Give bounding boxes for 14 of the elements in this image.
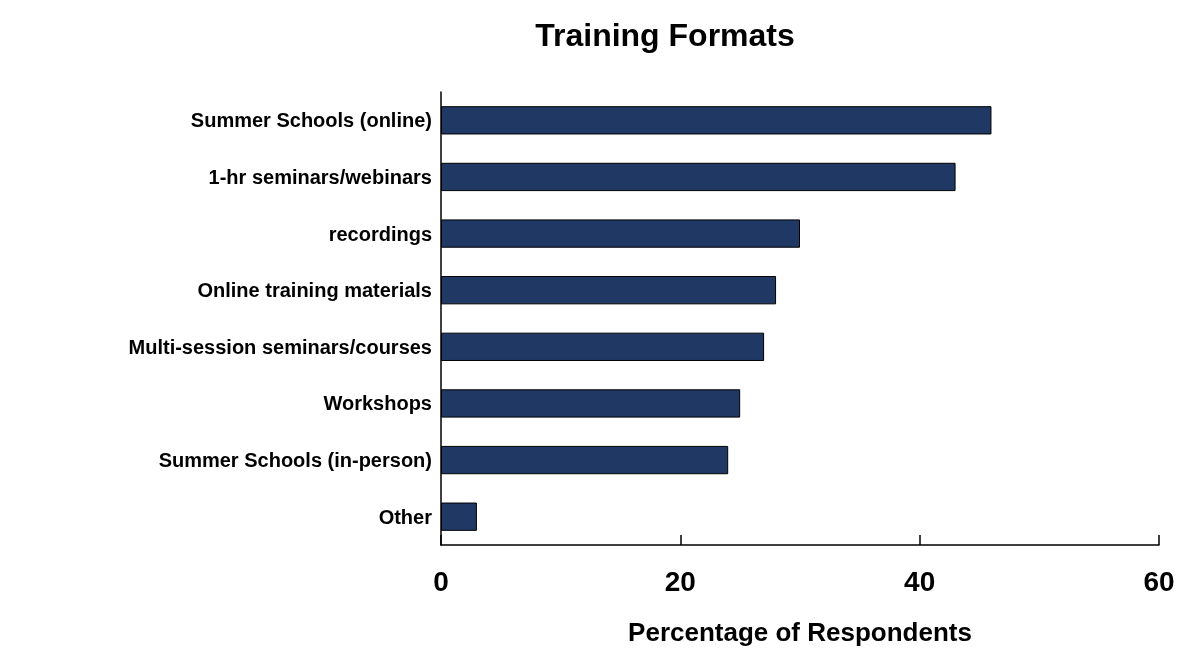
y-tick-label: Summer Schools (in-person) (158, 449, 432, 472)
y-tick-label: Online training materials (197, 279, 432, 302)
x-tick-label: 40 (904, 565, 936, 597)
chart-title: Training Formats (535, 17, 795, 53)
y-tick-label: Workshops (323, 392, 432, 415)
x-tick-label: 60 (1143, 565, 1175, 597)
y-tick-label: 1-hr seminars/webinars (208, 165, 432, 188)
y-tick-label: Multi-session seminars/courses (128, 335, 432, 358)
y-tick-label: recordings (328, 222, 432, 245)
y-tick-label: Other (378, 505, 433, 528)
x-axis-title: Percentage of Respondents (628, 617, 972, 647)
x-tick-label: 20 (664, 565, 696, 597)
x-tick-label: 0 (433, 565, 449, 597)
y-tick-label: Summer Schools (online) (190, 109, 432, 132)
